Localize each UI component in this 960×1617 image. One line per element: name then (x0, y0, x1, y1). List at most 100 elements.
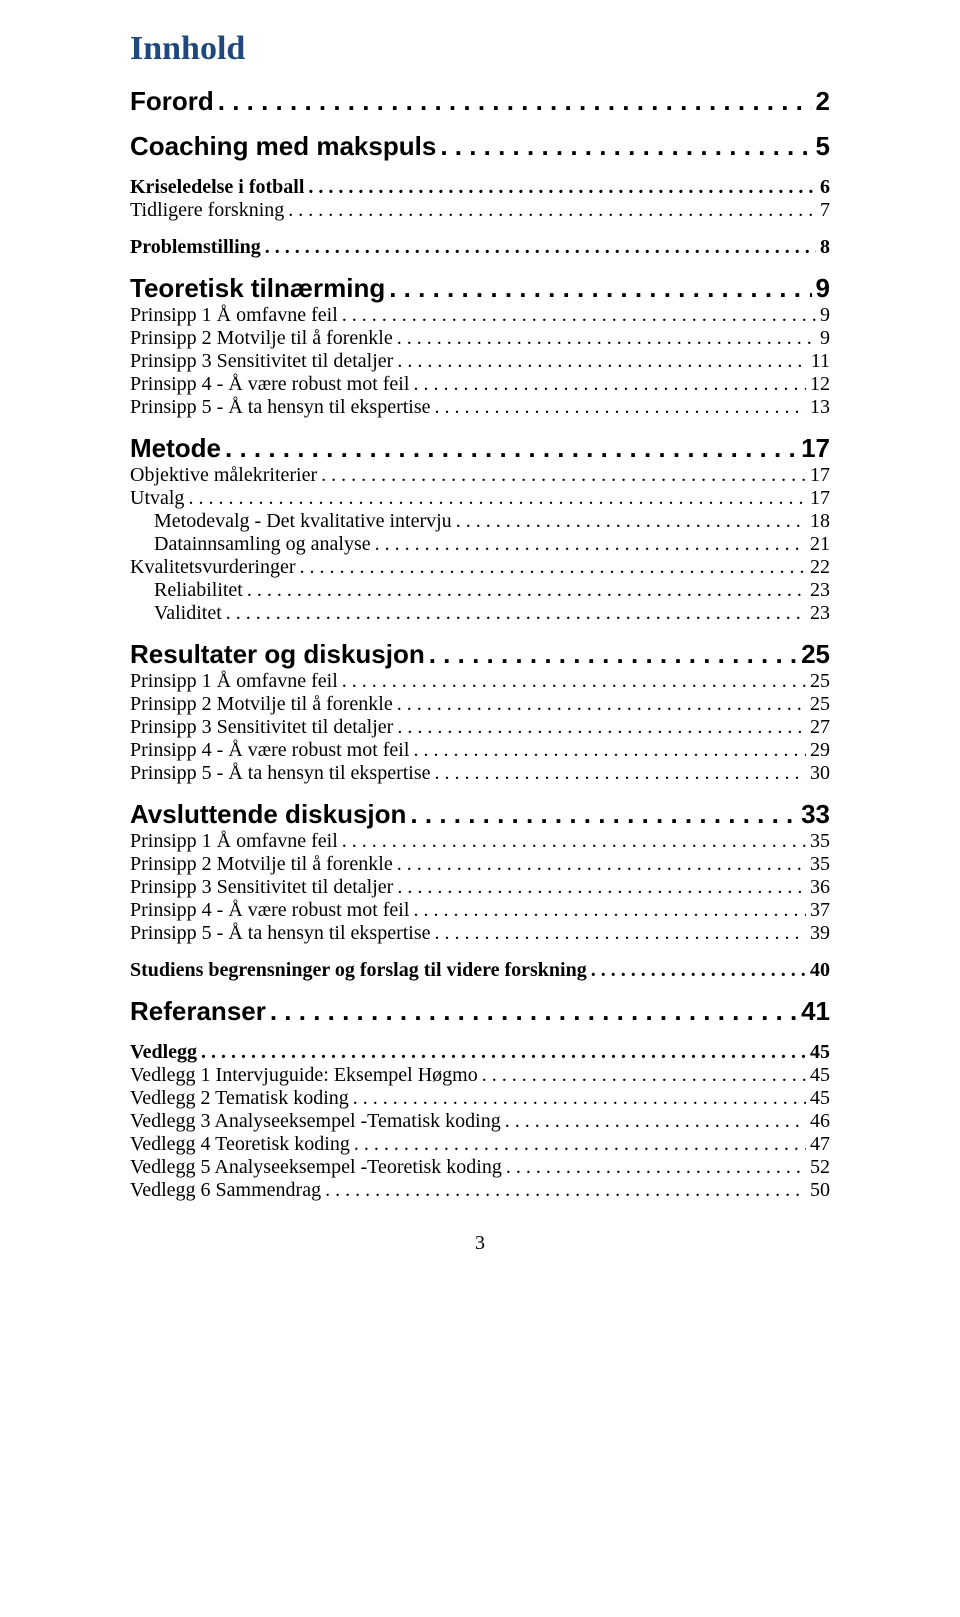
toc-dot-leader: . . . . . . . . . . . . . . . . . . . . … (397, 327, 816, 350)
toc-entry: Prinsipp 2 Motvilje til å forenkle. . . … (130, 327, 830, 350)
toc-dot-leader: . . . . . . . . . . . . . . . . . . . . … (482, 1064, 806, 1087)
toc-entry: Prinsipp 5 - Å ta hensyn til ekspertise.… (130, 922, 830, 945)
toc-dot-leader: . . . . . . . . . . . . . . . . . . . . … (188, 487, 806, 510)
toc-dot-leader: . . . . . . . . . . . . . . . . . . . . … (375, 533, 806, 556)
toc-dot-leader: . . . . . . . . . . . . . . . . . . . . … (410, 799, 797, 830)
toc-entry: Objektive målekriterier. . . . . . . . .… (130, 464, 830, 487)
toc-dot-leader: . . . . . . . . . . . . . . . . . . . . … (389, 273, 811, 304)
toc-dot-leader: . . . . . . . . . . . . . . . . . . . . … (321, 464, 806, 487)
toc-entry-label: Prinsipp 3 Sensitivitet til detaljer (130, 350, 393, 373)
toc-entry: Vedlegg 3 Analyseeksempel -Tematisk kodi… (130, 1110, 830, 1133)
toc-entry-page: 5 (816, 131, 830, 162)
toc-entry-label: Objektive målekriterier (130, 464, 317, 487)
toc-entry-label: Teoretisk tilnærming (130, 273, 385, 304)
toc-dot-leader: . . . . . . . . . . . . . . . . . . . . … (397, 350, 806, 373)
toc-entry-label: Metodevalg - Det kvalitative intervju (154, 510, 452, 533)
toc-dot-leader: . . . . . . . . . . . . . . . . . . . . … (435, 922, 806, 945)
toc-entry-page: 30 (810, 762, 830, 785)
toc-entry-label: Studiens begrensninger og forslag til vi… (130, 959, 587, 982)
toc-entry: Teoretisk tilnærming. . . . . . . . . . … (130, 273, 830, 304)
toc-entry: Prinsipp 4 - Å være robust mot feil. . .… (130, 739, 830, 762)
toc-dot-leader: . . . . . . . . . . . . . . . . . . . . … (429, 639, 797, 670)
toc-entry-page: 9 (820, 327, 830, 350)
toc-entry-page: 45 (810, 1041, 830, 1064)
toc-entry-page: 9 (820, 304, 830, 327)
toc-entry-label: Coaching med makspuls (130, 131, 436, 162)
toc-entry-label: Prinsipp 1 Å omfavne feil (130, 830, 338, 853)
toc-entry: Prinsipp 3 Sensitivitet til detaljer. . … (130, 876, 830, 899)
toc-entry-label: Vedlegg 1 Intervjuguide: Eksempel Høgmo (130, 1064, 478, 1087)
toc-entry: Kvalitetsvurderinger. . . . . . . . . . … (130, 556, 830, 579)
toc-dot-leader: . . . . . . . . . . . . . . . . . . . . … (325, 1179, 806, 1202)
toc-entry: Vedlegg 5 Analyseeksempel -Teoretisk kod… (130, 1156, 830, 1179)
toc-entry-label: Vedlegg 6 Sammendrag (130, 1179, 321, 1202)
toc-entry: Prinsipp 1 Å omfavne feil. . . . . . . .… (130, 670, 830, 693)
toc-dot-leader: . . . . . . . . . . . . . . . . . . . . … (456, 510, 806, 533)
toc-dot-leader: . . . . . . . . . . . . . . . . . . . . … (435, 396, 806, 419)
toc-entry-label: Vedlegg 5 Analyseeksempel -Teoretisk kod… (130, 1156, 502, 1179)
toc-entry: Vedlegg 4 Teoretisk koding. . . . . . . … (130, 1133, 830, 1156)
toc-entry-label: Prinsipp 2 Motvilje til å forenkle (130, 693, 393, 716)
toc-dot-leader: . . . . . . . . . . . . . . . . . . . . … (354, 1133, 806, 1156)
toc-entry-label: Vedlegg 2 Tematisk koding (130, 1087, 349, 1110)
toc-entry-page: 45 (810, 1087, 830, 1110)
toc-dot-leader: . . . . . . . . . . . . . . . . . . . . … (435, 762, 806, 785)
toc-entry-label: Forord (130, 86, 214, 117)
toc-entry: Kriseledelse i fotball. . . . . . . . . … (130, 176, 830, 199)
toc-entry: Prinsipp 5 - Å ta hensyn til ekspertise.… (130, 762, 830, 785)
toc-entry: Prinsipp 1 Å omfavne feil. . . . . . . .… (130, 304, 830, 327)
toc-entry-page: 39 (810, 922, 830, 945)
toc-dot-leader: . . . . . . . . . . . . . . . . . . . . … (413, 899, 806, 922)
toc-dot-leader: . . . . . . . . . . . . . . . . . . . . … (265, 236, 816, 259)
toc-entry: Resultater og diskusjon. . . . . . . . .… (130, 639, 830, 670)
toc-entry-page: 29 (810, 739, 830, 762)
toc-entry: Vedlegg. . . . . . . . . . . . . . . . .… (130, 1041, 830, 1064)
toc-entry-label: Vedlegg 3 Analyseeksempel -Tematisk kodi… (130, 1110, 501, 1133)
toc-entry-page: 13 (810, 396, 830, 419)
toc-entry: Prinsipp 4 - Å være robust mot feil. . .… (130, 899, 830, 922)
toc-entry-page: 17 (801, 433, 830, 464)
toc-entry-label: Vedlegg 4 Teoretisk koding (130, 1133, 350, 1156)
page-container: Innhold Forord. . . . . . . . . . . . . … (0, 0, 960, 1275)
toc-entry: Prinsipp 5 - Å ta hensyn til ekspertise.… (130, 396, 830, 419)
toc-entry: Prinsipp 2 Motvilje til å forenkle. . . … (130, 693, 830, 716)
toc-entry-page: 9 (816, 273, 830, 304)
toc-entry-page: 7 (820, 199, 830, 222)
toc-entry-page: 23 (810, 602, 830, 625)
toc-dot-leader: . . . . . . . . . . . . . . . . . . . . … (353, 1087, 806, 1110)
toc-entry-page: 45 (810, 1064, 830, 1087)
toc-entry: Prinsipp 2 Motvilje til å forenkle. . . … (130, 853, 830, 876)
toc-entry-page: 23 (810, 579, 830, 602)
toc-dot-leader: . . . . . . . . . . . . . . . . . . . . … (505, 1110, 806, 1133)
toc-entry-page: 37 (810, 899, 830, 922)
toc-entry-label: Referanser (130, 996, 266, 1027)
toc-entry: Metodevalg - Det kvalitative intervju. .… (130, 510, 830, 533)
toc-entry: Vedlegg 2 Tematisk koding. . . . . . . .… (130, 1087, 830, 1110)
toc-entry-label: Prinsipp 5 - Å ta hensyn til ekspertise (130, 922, 431, 945)
toc-dot-leader: . . . . . . . . . . . . . . . . . . . . … (308, 176, 816, 199)
toc-entry-page: 12 (810, 373, 830, 396)
toc-entry-page: 40 (810, 959, 830, 982)
toc-entry: Referanser. . . . . . . . . . . . . . . … (130, 996, 830, 1027)
toc-entry: Forord. . . . . . . . . . . . . . . . . … (130, 86, 830, 117)
toc-entry-label: Tidligere forskning (130, 199, 284, 222)
toc-dot-leader: . . . . . . . . . . . . . . . . . . . . … (397, 716, 806, 739)
toc-entry-page: 50 (810, 1179, 830, 1202)
toc-entry-label: Prinsipp 4 - Å være robust mot feil (130, 899, 409, 922)
toc-dot-leader: . . . . . . . . . . . . . . . . . . . . … (288, 199, 816, 222)
toc-entry: Studiens begrensninger og forslag til vi… (130, 959, 830, 982)
toc-dot-leader: . . . . . . . . . . . . . . . . . . . . … (413, 739, 806, 762)
toc-entry: Validitet. . . . . . . . . . . . . . . .… (130, 602, 830, 625)
toc-entry-page: 11 (811, 350, 830, 373)
toc-entry-page: 8 (820, 236, 830, 259)
toc-entry: Prinsipp 3 Sensitivitet til detaljer. . … (130, 350, 830, 373)
toc-entry-page: 2 (816, 86, 830, 117)
toc-entry-page: 35 (810, 853, 830, 876)
toc-entry-label: Avsluttende diskusjon (130, 799, 406, 830)
toc-dot-leader: . . . . . . . . . . . . . . . . . . . . … (413, 373, 806, 396)
toc-entry-page: 33 (801, 799, 830, 830)
toc-dot-leader: . . . . . . . . . . . . . . . . . . . . … (342, 670, 806, 693)
toc-entry-label: Prinsipp 4 - Å være robust mot feil (130, 373, 409, 396)
toc-dot-leader: . . . . . . . . . . . . . . . . . . . . … (342, 304, 816, 327)
toc-entry-page: 41 (801, 996, 830, 1027)
